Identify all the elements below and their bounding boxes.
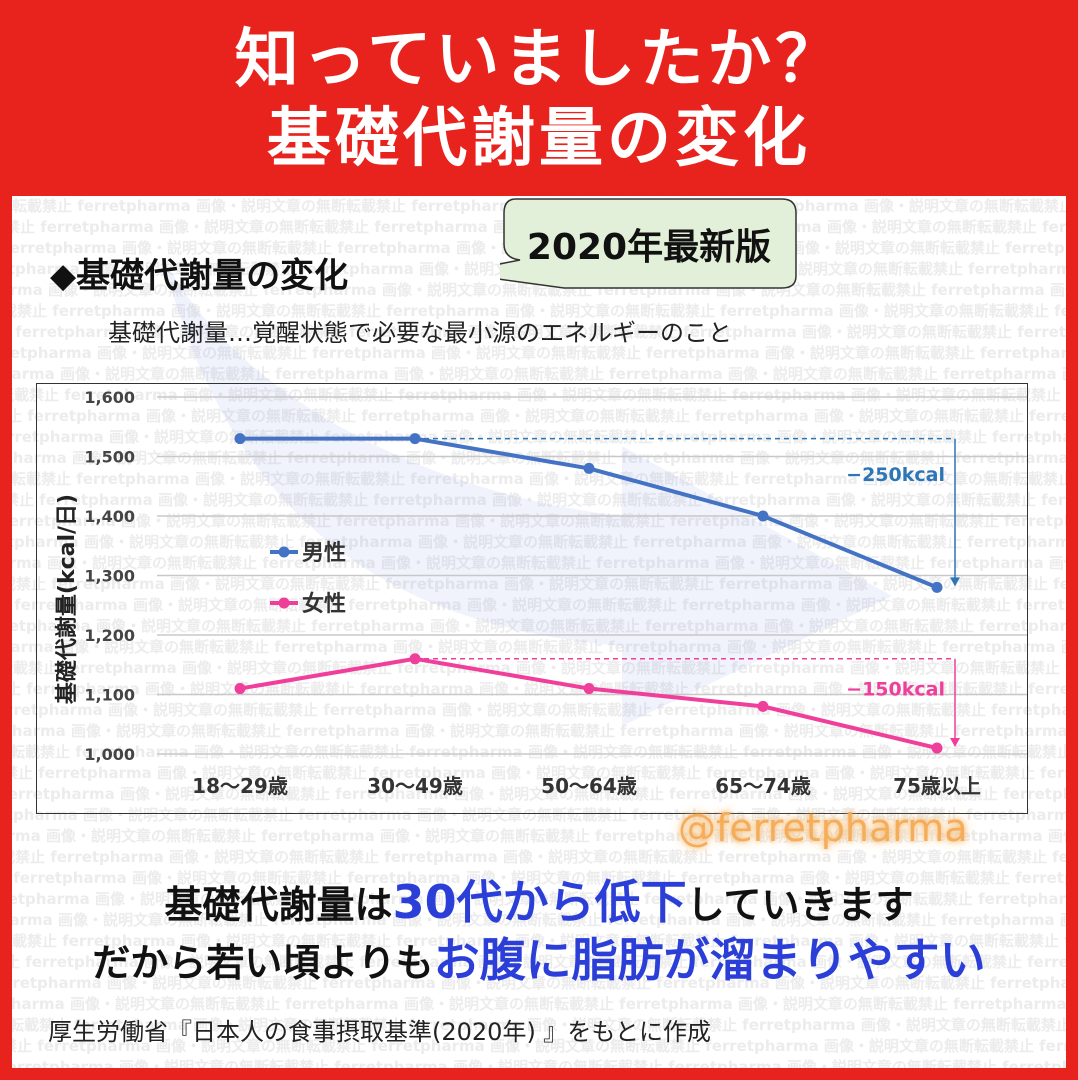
statement-2-emphasis: お腹に脂肪が溜まりやすい <box>433 933 986 987</box>
watermark-row: 転載禁止 ferretpharma 画像・説明文章の無断転載禁止 ferretp… <box>12 974 1066 992</box>
watermark-row: 転載禁止 ferretpharma 画像・説明文章の無断転載禁止 ferretp… <box>12 869 1066 887</box>
watermark-row: 転載禁止 ferretpharma 画像・説明文章の無断転載禁止 ferretp… <box>12 806 1066 824</box>
x-tick-label: 75歳以上 <box>893 774 981 798</box>
watermark-row: 転載禁止 ferretpharma 画像・説明文章の無断転載禁止 ferretp… <box>12 554 1066 572</box>
y-axis-label: 基礎代謝量(kcal/日) <box>55 493 80 705</box>
legend-swatch-marker <box>278 546 290 558</box>
speech-bubble-icon <box>500 198 797 289</box>
watermark-row: 転載禁止 ferretpharma 画像・説明文章の無断転載禁止 ferretp… <box>12 323 1066 341</box>
data-point <box>583 683 595 695</box>
y-tick-label: 1,200 <box>84 626 135 645</box>
watermark-row: 転載禁止 ferretpharma 画像・説明文章の無断転載禁止 ferretp… <box>12 575 1066 593</box>
watermark-row: 転載禁止 ferretpharma 画像・説明文章の無断転載禁止 ferretp… <box>12 302 1066 320</box>
watermark-row: 転載禁止 ferretpharma 画像・説明文章の無断転載禁止 ferretp… <box>12 386 1066 404</box>
statement-1-post: していきます <box>686 883 914 927</box>
badge-label: 2020年最新版 <box>526 227 772 268</box>
data-point <box>583 462 595 474</box>
source-note: 厚生労働省『日本人の食事摂取基準(2020年) 』をもとに作成 <box>48 1018 711 1046</box>
x-tick-label: 30～49歳 <box>367 774 463 798</box>
x-tick-label: 50～64歳 <box>541 774 637 798</box>
watermark-row: 転載禁止 ferretpharma 画像・説明文章の無断転載禁止 ferretp… <box>12 722 1066 740</box>
y-tick-label: 1,000 <box>84 745 135 764</box>
watermark-row: 転載禁止 ferretpharma 画像・説明文章の無断転載禁止 ferretp… <box>12 533 1066 551</box>
watermark-row: 転載禁止 ferretpharma 画像・説明文章の無断転載禁止 ferretp… <box>12 848 1066 866</box>
legend-swatch-marker <box>278 597 290 609</box>
watermark-row: 転載禁止 ferretpharma 画像・説明文章の無断転載禁止 ferretp… <box>12 365 1066 383</box>
statement-line-2: だから若い頃よりもお腹に脂肪が溜まりやすい <box>12 924 1066 990</box>
watermark-row: 転載禁止 ferretpharma 画像・説明文章の無断転載禁止 ferretp… <box>12 1037 1066 1055</box>
data-point <box>234 433 246 445</box>
watermark-row: 転載禁止 ferretpharma 画像・説明文章の無断転載禁止 ferretp… <box>12 995 1066 1013</box>
edition-badge: 2020年最新版 <box>500 198 798 290</box>
watermark-row: 転載禁止 ferretpharma 画像・説明文章の無断転載禁止 ferretp… <box>12 596 1066 614</box>
title-banner: 知っていましたか？ 基礎代謝量の変化 <box>0 0 1078 196</box>
watermark-row: 転載禁止 ferretpharma 画像・説明文章の無断転載禁止 ferretp… <box>12 785 1066 803</box>
watermark-row: 転載禁止 ferretpharma 画像・説明文章の無断転載禁止 ferretp… <box>12 953 1066 971</box>
watermark-row: 転載禁止 ferretpharma 画像・説明文章の無断転載禁止 ferretp… <box>12 617 1066 635</box>
annotation-label: −150kcal <box>846 678 945 700</box>
data-point <box>409 433 421 445</box>
statement-2-pre: だから若い頃よりも <box>92 941 434 985</box>
watermark-row: 転載禁止 ferretpharma 画像・説明文章の無断転載禁止 ferretp… <box>12 428 1066 446</box>
watermark-row: 転載禁止 ferretpharma 画像・説明文章の無断転載禁止 ferretp… <box>12 659 1066 677</box>
annotation-label: −250kcal <box>846 464 945 486</box>
watermark-row: 転載禁止 ferretpharma 画像・説明文章の無断転載禁止 ferretp… <box>12 1016 1066 1034</box>
annotation-arrowhead <box>950 738 960 748</box>
legend-label: 女性 <box>302 591 346 617</box>
watermark-row: 転載禁止 ferretpharma 画像・説明文章の無断転載禁止 ferretp… <box>12 764 1066 782</box>
data-point <box>931 581 943 593</box>
statement-line-1: 基礎代謝量は30代から低下していきます <box>12 866 1066 932</box>
x-tick-label: 65～74歳 <box>715 774 811 798</box>
title-line-2: 基礎代謝量の変化 <box>267 102 811 176</box>
watermark-row: 転載禁止 ferretpharma 画像・説明文章の無断転載禁止 ferretp… <box>12 344 1066 362</box>
x-tick-label: 18～29歳 <box>192 774 288 798</box>
y-tick-label: 1,400 <box>84 507 135 526</box>
watermark-row: 転載禁止 ferretpharma 画像・説明文章の無断転載禁止 ferretp… <box>12 743 1066 761</box>
data-point <box>757 700 769 712</box>
watermark-row: 転載禁止 ferretpharma 画像・説明文章の無断転載禁止 ferretp… <box>12 281 1066 299</box>
decorative-arrow-icon <box>162 256 892 726</box>
watermark-row: 転載禁止 ferretpharma 画像・説明文章の無断転載禁止 ferretp… <box>12 932 1066 950</box>
account-handle: @ferretpharma <box>678 806 968 850</box>
y-tick-label: 1,300 <box>84 567 135 586</box>
watermark-row: 転載禁止 ferretpharma 画像・説明文章の無断転載禁止 ferretp… <box>12 470 1066 488</box>
section-heading: ◆基礎代謝量の変化 <box>50 256 349 296</box>
chart-canvas: 1,000 1,100 1,200 1,300 1,400 1,500 1,600 18～29… <box>84 388 1027 798</box>
content-panel: 転載禁止 ferretpharma 画像・説明文章の無断転載禁止 ferretp… <box>12 196 1066 1068</box>
watermark-row: 転載禁止 ferretpharma 画像・説明文章の無断転載禁止 ferretp… <box>12 911 1066 929</box>
y-tick-label: 1,100 <box>84 686 135 705</box>
title-line-1: 知っていましたか？ <box>234 23 844 97</box>
line-chart: 1,000 1,100 1,200 1,300 1,400 1,500 1,600 18～29… <box>36 383 1028 814</box>
watermark-row: 転載禁止 ferretpharma 画像・説明文章の無断転載禁止 ferretp… <box>12 890 1066 908</box>
series-line <box>239 656 938 750</box>
watermark-row: 転載禁止 ferretpharma 画像・説明文章の無断転載禁止 ferretp… <box>12 407 1066 425</box>
y-tick-label: 1,600 <box>84 388 135 407</box>
statement-1-pre: 基礎代謝量は <box>164 883 393 927</box>
watermark-row: 転載禁止 ferretpharma 画像・説明文章の無断転載禁止 ferretp… <box>12 638 1066 656</box>
data-point <box>757 510 769 522</box>
data-point <box>409 653 421 665</box>
legend-label: 男性 <box>302 541 346 566</box>
data-point <box>931 742 943 754</box>
annotation-arrowhead <box>950 577 960 587</box>
y-tick-label: 1,500 <box>84 448 135 467</box>
statement-1-emphasis: 30代から低下 <box>392 875 687 929</box>
watermark-row: 転載禁止 ferretpharma 画像・説明文章の無断転載禁止 ferretp… <box>12 491 1066 509</box>
definition-text: 基礎代謝量…覚醒状態で必要な最小源のエネルギーのこと <box>108 319 732 347</box>
data-point <box>234 683 246 695</box>
watermark-row: 転載禁止 ferretpharma 画像・説明文章の無断転載禁止 ferretp… <box>12 1058 1066 1068</box>
watermark-row: 転載禁止 ferretpharma 画像・説明文章の無断転載禁止 ferretp… <box>12 827 1066 845</box>
